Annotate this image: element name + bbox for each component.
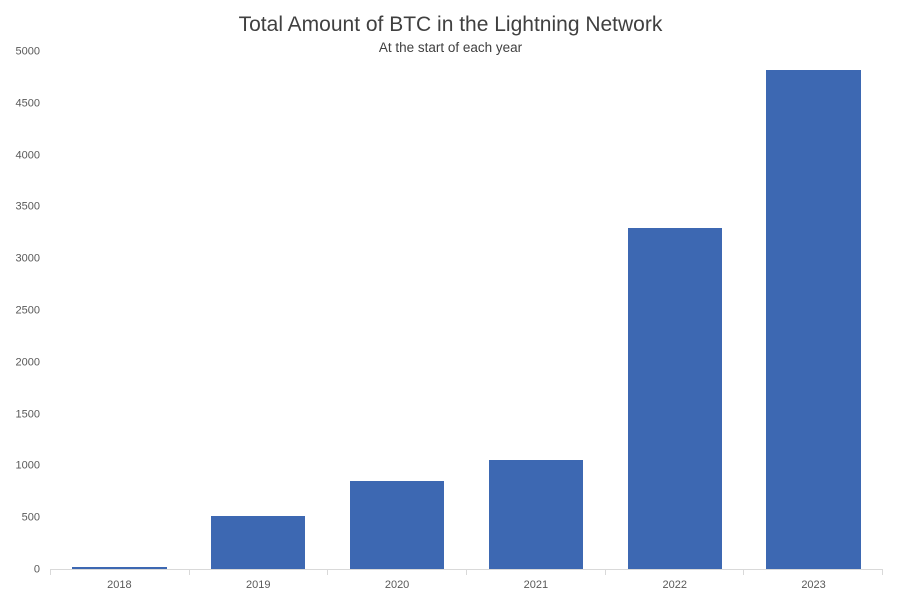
x-tick <box>606 570 745 575</box>
x-tick-label: 2019 <box>246 579 271 591</box>
x-tick-label: 2021 <box>523 579 549 591</box>
x-tick <box>190 570 329 575</box>
y-tick-label: 1000 <box>15 459 40 472</box>
y-tick-label: 4000 <box>15 149 40 162</box>
bar-slot-2018 <box>50 52 189 569</box>
chart-body: 0 500 1000 1500 2000 2500 3000 3500 4000 4500 5000… <box>8 46 884 591</box>
bar-2022 <box>627 227 722 569</box>
x-tick-label: 2022 <box>662 579 687 591</box>
bar-slot-2021 <box>466 52 605 569</box>
plot-area <box>50 52 883 570</box>
chart-title: Total Amount of BTC in the Lightning Net… <box>238 13 663 36</box>
x-tick-label: 2018 <box>107 579 132 591</box>
bar-2018 <box>72 567 167 569</box>
y-tick-label: 500 <box>21 511 40 524</box>
y-tick-label: 3000 <box>15 252 40 265</box>
bar-2023 <box>766 69 861 569</box>
bar-2019 <box>211 516 306 569</box>
x-tick-label: 2023 <box>801 579 826 591</box>
y-tick-label: 4500 <box>15 97 40 110</box>
bar-2021 <box>488 460 584 569</box>
bar-slot-2023 <box>744 52 883 569</box>
bar-slot-2019 <box>189 52 328 569</box>
chart-header: Total Amount of BTC in the Lightning Net… <box>0 12 901 55</box>
x-tick <box>328 570 468 575</box>
y-tick-label: 5000 <box>15 45 40 58</box>
bar-2020 <box>349 481 445 569</box>
y-tick-label: 0 <box>33 563 40 576</box>
y-tick-label: 2000 <box>15 356 40 369</box>
plot-wrap: 2018 2019 2020 2021 2022 2023 <box>50 52 884 591</box>
x-tick <box>50 570 190 575</box>
bar-slot-2020 <box>328 52 467 569</box>
x-tick <box>744 570 884 575</box>
x-tick-label: 2020 <box>384 579 410 591</box>
x-axis-labels: 2018 2019 2020 2021 2022 2023 <box>50 579 883 591</box>
y-tick-label: 1500 <box>15 408 40 421</box>
y-axis: 0 500 1000 1500 2000 2500 3000 3500 4000 4500 5000 <box>8 46 44 575</box>
x-tick <box>467 570 606 575</box>
bar-slot-2022 <box>605 52 744 569</box>
x-axis-ticks <box>50 570 884 575</box>
y-tick-label: 3500 <box>15 200 40 213</box>
chart-subtitle: At the start of each year <box>378 40 523 56</box>
y-tick-label: 2500 <box>15 304 40 317</box>
